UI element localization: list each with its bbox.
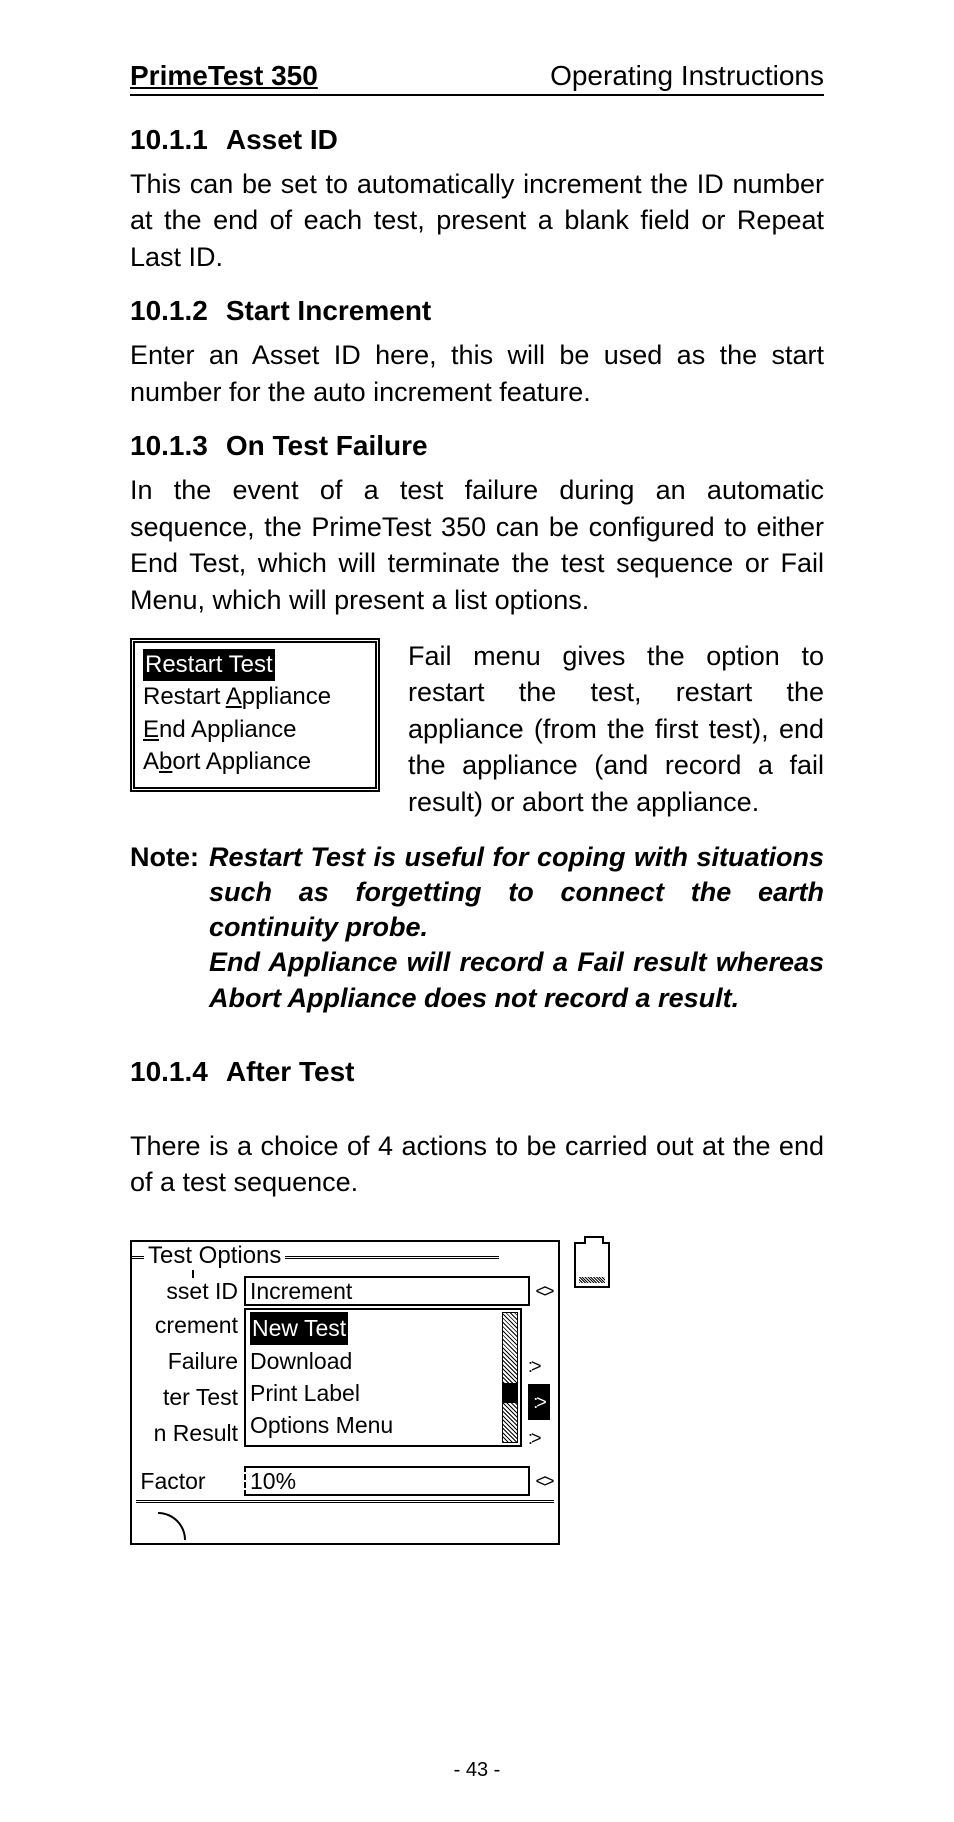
lcd-label-factor: Factor xyxy=(132,1468,244,1495)
lcd-label-result: n Result xyxy=(132,1420,244,1447)
note-para1: Restart Test is useful for coping with s… xyxy=(209,842,824,942)
dropdown-item-options-menu[interactable]: Options Menu xyxy=(250,1409,516,1441)
dropdown-scrollbar[interactable] xyxy=(502,1312,518,1443)
heading-num: 10.1.1 xyxy=(130,124,208,156)
heading-num: 10.1.3 xyxy=(130,430,208,462)
lcd-label-failure: Failure xyxy=(132,1348,244,1375)
lcd-value-asset-id: Increment xyxy=(250,1278,352,1305)
lcd-dropdown-after-test[interactable]: New Test Download Print Label Options Me… xyxy=(244,1308,522,1447)
heading-title: On Test Failure xyxy=(226,430,428,461)
heading-start-increment: 10.1.2 Start Increment xyxy=(130,295,824,327)
body-after-test: There is a choice of 4 actions to be car… xyxy=(130,1128,824,1201)
heading-asset-id: 10.1.1 Asset ID xyxy=(130,124,824,156)
heading-title: Asset ID xyxy=(226,124,338,155)
fail-menu-box: Restart Test Restart Appliance End Appli… xyxy=(130,638,380,792)
lcd-label-after-test: ter Test xyxy=(132,1384,244,1411)
lcd-label-increment: crement xyxy=(132,1312,244,1339)
dropdown-item-new-test[interactable]: New Test xyxy=(250,1312,516,1344)
heading-after-test: 10.1.4 After Test xyxy=(130,1056,824,1088)
page-header: PrimeTest 350 Operating Instructions xyxy=(130,60,824,96)
lcd-arrows-factor[interactable]: <> xyxy=(530,1471,558,1492)
lcd-field-asset-id[interactable]: Increment xyxy=(244,1276,530,1306)
heading-title: Start Increment xyxy=(226,295,431,326)
menu-item-restart-appliance[interactable]: Restart Appliance xyxy=(143,681,367,713)
lcd-value-factor: 10% xyxy=(250,1468,296,1495)
heading-title: After Test xyxy=(226,1056,355,1087)
lcd-title: Test Options xyxy=(146,1242,283,1270)
menu-item-end-appliance[interactable]: End Appliance xyxy=(143,714,367,746)
heading-num: 10.1.2 xyxy=(130,295,208,327)
menu-item-restart-test[interactable]: Restart Test xyxy=(143,649,367,681)
menu-item-abort-appliance[interactable]: Abort Appliance xyxy=(143,746,367,778)
page-number: - 43 - xyxy=(0,1759,954,1782)
lcd-arrows-asset-id[interactable]: <> xyxy=(530,1281,558,1302)
body-start-increment: Enter an Asset ID here, this will be use… xyxy=(130,337,824,410)
body-asset-id: This can be set to automatically increme… xyxy=(130,166,824,275)
note-body: Restart Test is useful for coping with s… xyxy=(209,840,824,1015)
lcd-bottom-bar xyxy=(136,1500,554,1503)
note-para2: End Appliance will record a Fail result … xyxy=(209,947,824,1012)
header-left: PrimeTest 350 xyxy=(130,60,318,92)
lcd-side-arrows: :> :> :> xyxy=(528,1312,550,1456)
dropdown-item-download[interactable]: Download xyxy=(250,1345,516,1377)
body-on-test-failure: In the event of a test failure during an… xyxy=(130,472,824,618)
battery-icon xyxy=(574,1242,610,1288)
note-block: Note: Restart Test is useful for coping … xyxy=(130,840,824,1015)
lcd-label-asset-id: sset ID xyxy=(132,1278,244,1305)
fail-menu-description: Fail menu gives the option to restart th… xyxy=(408,638,824,820)
lcd-back-icon xyxy=(158,1512,186,1540)
dropdown-item-print-label[interactable]: Print Label xyxy=(250,1377,516,1409)
lcd-field-factor[interactable]: 10% xyxy=(244,1466,530,1496)
header-right: Operating Instructions xyxy=(550,60,824,92)
lcd-test-options: Test Options sset ID Increment <> cremen… xyxy=(130,1240,560,1545)
heading-on-test-failure: 10.1.3 On Test Failure xyxy=(130,430,824,462)
note-label: Note: xyxy=(130,840,209,1015)
heading-num: 10.1.4 xyxy=(130,1056,208,1088)
